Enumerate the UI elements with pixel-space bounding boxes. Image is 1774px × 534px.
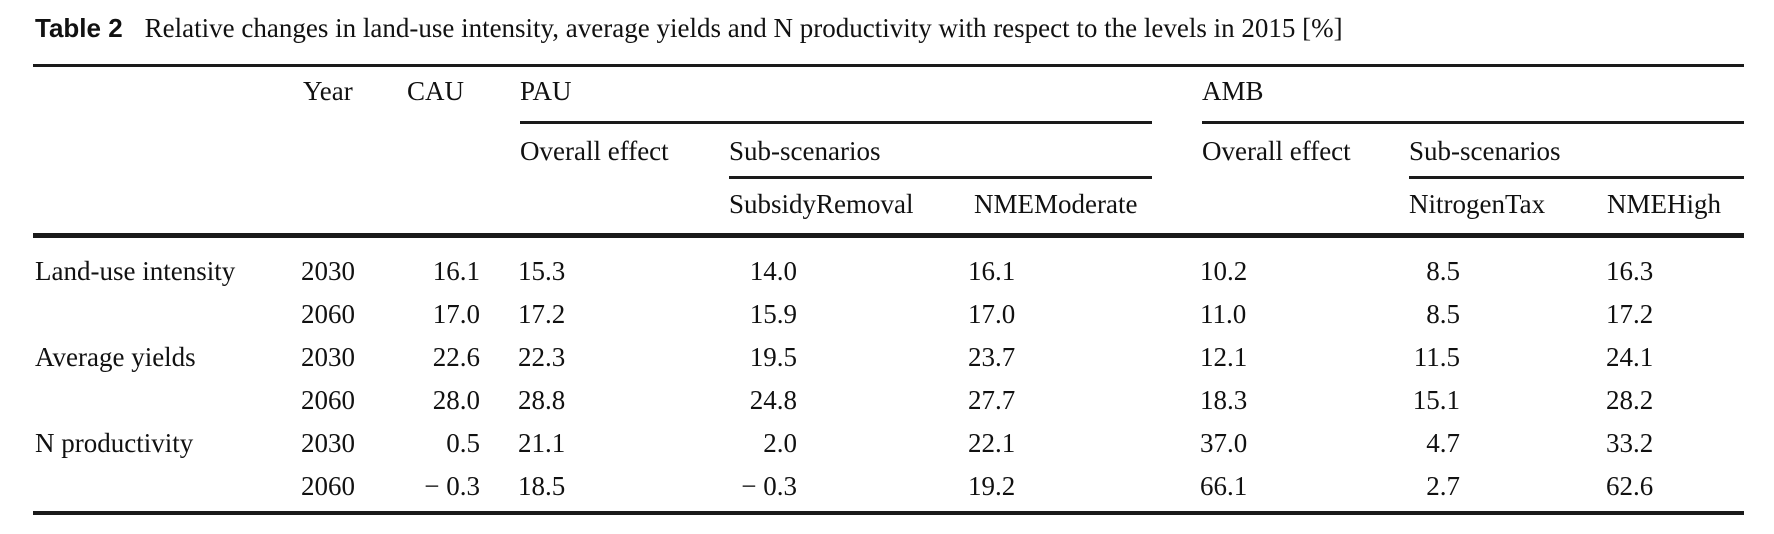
rule-top [33,64,1744,67]
table-caption-text: Relative changes in land-use intensity, … [144,13,1343,43]
header-nme-high: NMEHigh [1607,189,1721,219]
table-cell: 2030 [301,428,355,458]
header-amb: AMB [1202,76,1264,106]
table-cell: 33.2 [1606,428,1654,458]
header-amb-sub-scenarios: Sub-scenarios [1409,136,1561,166]
table-cell: 24.8 [749,385,797,415]
rule-amb-subscenarios [1409,176,1744,179]
table-cell: 17.2 [518,299,566,329]
table-cell: 4.7 [1426,428,1460,458]
rule-pau-group [520,121,1152,124]
table-cell: 15.3 [518,256,566,286]
table-cell: 11.5 [1413,342,1460,372]
rule-pau-subscenarios [729,176,1152,179]
table-cell: 11.0 [1200,299,1247,329]
table-cell: 24.1 [1606,342,1654,372]
row-label: N productivity [35,428,194,458]
table-cell: 17.0 [432,299,480,329]
table-cell: 23.7 [968,342,1016,372]
table-cell: 18.5 [518,471,566,501]
table-cell: 21.1 [518,428,566,458]
table-cell: 22.1 [968,428,1016,458]
table-cell: 22.6 [432,342,480,372]
table-cell: 19.2 [968,471,1016,501]
table-cell: 19.5 [749,342,797,372]
table-cell: 2060 [301,385,355,415]
table-cell: 2030 [301,342,355,372]
table-cell: 27.7 [968,385,1016,415]
table-cell: 15.9 [749,299,797,329]
table-cell: 14.0 [749,256,797,286]
table-cell: 28.8 [518,385,566,415]
header-pau-sub-scenarios: Sub-scenarios [729,136,881,166]
table-cell: 37.0 [1200,428,1248,458]
table-cell: 16.3 [1606,256,1654,286]
table-cell: 8.5 [1426,256,1460,286]
table-cell: 28.2 [1606,385,1654,415]
header-pau: PAU [520,76,572,106]
rule-header-bottom [33,233,1744,238]
table-cell: 16.1 [968,256,1016,286]
rule-table-bottom [33,511,1744,515]
table-cell: 18.3 [1200,385,1248,415]
table-cell: 2060 [301,299,355,329]
table-cell: 17.2 [1606,299,1654,329]
header-nitrogen-tax: NitrogenTax [1409,189,1546,219]
table-cell: 66.1 [1200,471,1248,501]
header-nme-moderate: NMEModerate [974,189,1138,219]
table-cell: 17.0 [968,299,1016,329]
header-amb-overall-effect: Overall effect [1202,136,1351,166]
table-cell: 16.1 [432,256,480,286]
table-cell: 0.5 [446,428,480,458]
table-cell: 2030 [301,256,355,286]
table-cell: 10.2 [1200,256,1248,286]
header-pau-overall-effect: Overall effect [520,136,669,166]
row-label: Average yields [35,342,196,372]
table-cell: 8.5 [1426,299,1460,329]
table-cell: 2.7 [1426,471,1460,501]
row-label: Land-use intensity [35,256,236,286]
header-cau: CAU [407,76,465,106]
table-cell: 2060 [301,471,355,501]
table-cell: 28.0 [432,385,480,415]
table-cell: 2.0 [763,428,797,458]
table-cell: − 0.3 [424,471,480,501]
table-caption: Table 2 Relative changes in land-use inte… [35,13,1343,44]
table-cell: − 0.3 [741,471,797,501]
header-year: Year [303,76,353,106]
table-cell: 62.6 [1606,471,1654,501]
table-cell: 22.3 [518,342,566,372]
header-subsidy-removal: SubsidyRemoval [729,189,914,219]
table-caption-label: Table 2 [35,13,123,43]
rule-amb-group [1202,121,1744,124]
table-cell: 12.1 [1200,342,1248,372]
table-cell: 15.1 [1412,385,1460,415]
